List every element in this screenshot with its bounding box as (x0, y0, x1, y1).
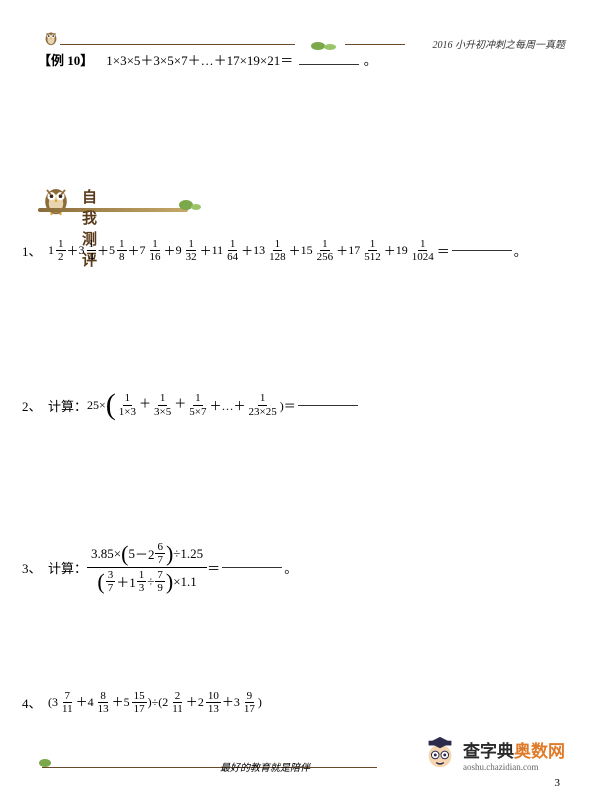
header-text: 2016 小升初冲刺之每周一真题 (433, 36, 566, 51)
example-expr: 1×3×5＋3×5×7＋…＋17×19×21＝ (106, 53, 293, 68)
header-divider: 2016 小升初冲刺之每周一真题 (0, 22, 600, 42)
problem-2: 2、 计算： 25× ( 11×3＋13×5＋15×7 ＋…＋ 123×25 )… (22, 390, 360, 420)
mixed-fraction: 7116 (140, 238, 164, 263)
mixed-fraction: 3917 (234, 690, 258, 715)
problem-number: 3、 (22, 558, 42, 577)
mixed-fraction: 51517 (124, 690, 148, 715)
leaf-icon (178, 198, 202, 212)
answer-blank (298, 405, 358, 406)
mixed-fraction: 4813 (88, 690, 112, 715)
mixed-fraction: 151256 (301, 238, 337, 263)
mixed-fraction: 11164 (212, 238, 242, 263)
mixed-fraction: 3711 (52, 690, 76, 715)
mixed-fraction: 518 (109, 238, 128, 263)
fraction: 123×25 (247, 392, 279, 417)
problem-label: 计算： (48, 558, 87, 577)
branch-decoration (38, 208, 188, 212)
example-10: 【例 10】 1×3×5＋3×5×7＋…＋17×19×21＝ 。 (38, 50, 377, 69)
answer-blank (299, 64, 359, 65)
mixed-fraction: 1911024 (396, 238, 437, 263)
fraction: 11×3 (117, 392, 138, 417)
footer-motto: 最好的教育就是陪伴 (220, 759, 310, 774)
fraction: 13×5 (152, 392, 173, 417)
problem-number: 2、 (22, 396, 42, 415)
mixed-fraction: 9132 (176, 238, 200, 263)
problem-3: 3、 计算： 3.85× ( 5 －2 67 ) ÷1.25 ( 37 ＋1 1… (22, 540, 297, 595)
problem-4: 4、 (3711＋4813＋51517 )÷( 2211＋21013＋3917) (22, 690, 262, 715)
big-fraction: 3.85× ( 5 －2 67 ) ÷1.25 ( 37 ＋1 13 ÷ 79 … (87, 540, 207, 595)
example-label: 【例 10】 (38, 53, 93, 68)
problem-1: 1、 112＋314＋518＋7116＋9132＋11164＋131128＋15… (22, 238, 527, 263)
problem-number: 1、 (22, 241, 42, 260)
mixed-fraction: 314 (79, 238, 98, 263)
page: 2016 小升初冲刺之每周一真题 【例 10】 1×3×5＋3×5×7＋…＋17… (0, 0, 600, 805)
mascot-icon (421, 735, 459, 773)
site-logo: 查字典奥数网 aoshu.chazidian.com (421, 735, 565, 773)
mixed-fraction: 21013 (198, 690, 222, 715)
mixed-fraction: 2211 (162, 690, 186, 715)
mixed-fraction: 131128 (253, 238, 289, 263)
example-suffix: 。 (364, 53, 377, 68)
problem-label: 计算： (48, 396, 87, 415)
mixed-fraction: 112 (48, 238, 67, 263)
answer-blank (222, 567, 282, 568)
mixed-fraction: 171512 (348, 238, 384, 263)
page-number: 3 (555, 777, 561, 789)
footer: 最好的教育就是陪伴 查字典奥数网 aoshu.chazidian.com 3 (0, 747, 600, 787)
fraction: 15×7 (187, 392, 208, 417)
problem-number: 4、 (22, 693, 42, 712)
answer-blank (452, 250, 512, 251)
owl-icon (42, 28, 60, 46)
section-self-test: 自我测评 (38, 180, 74, 216)
